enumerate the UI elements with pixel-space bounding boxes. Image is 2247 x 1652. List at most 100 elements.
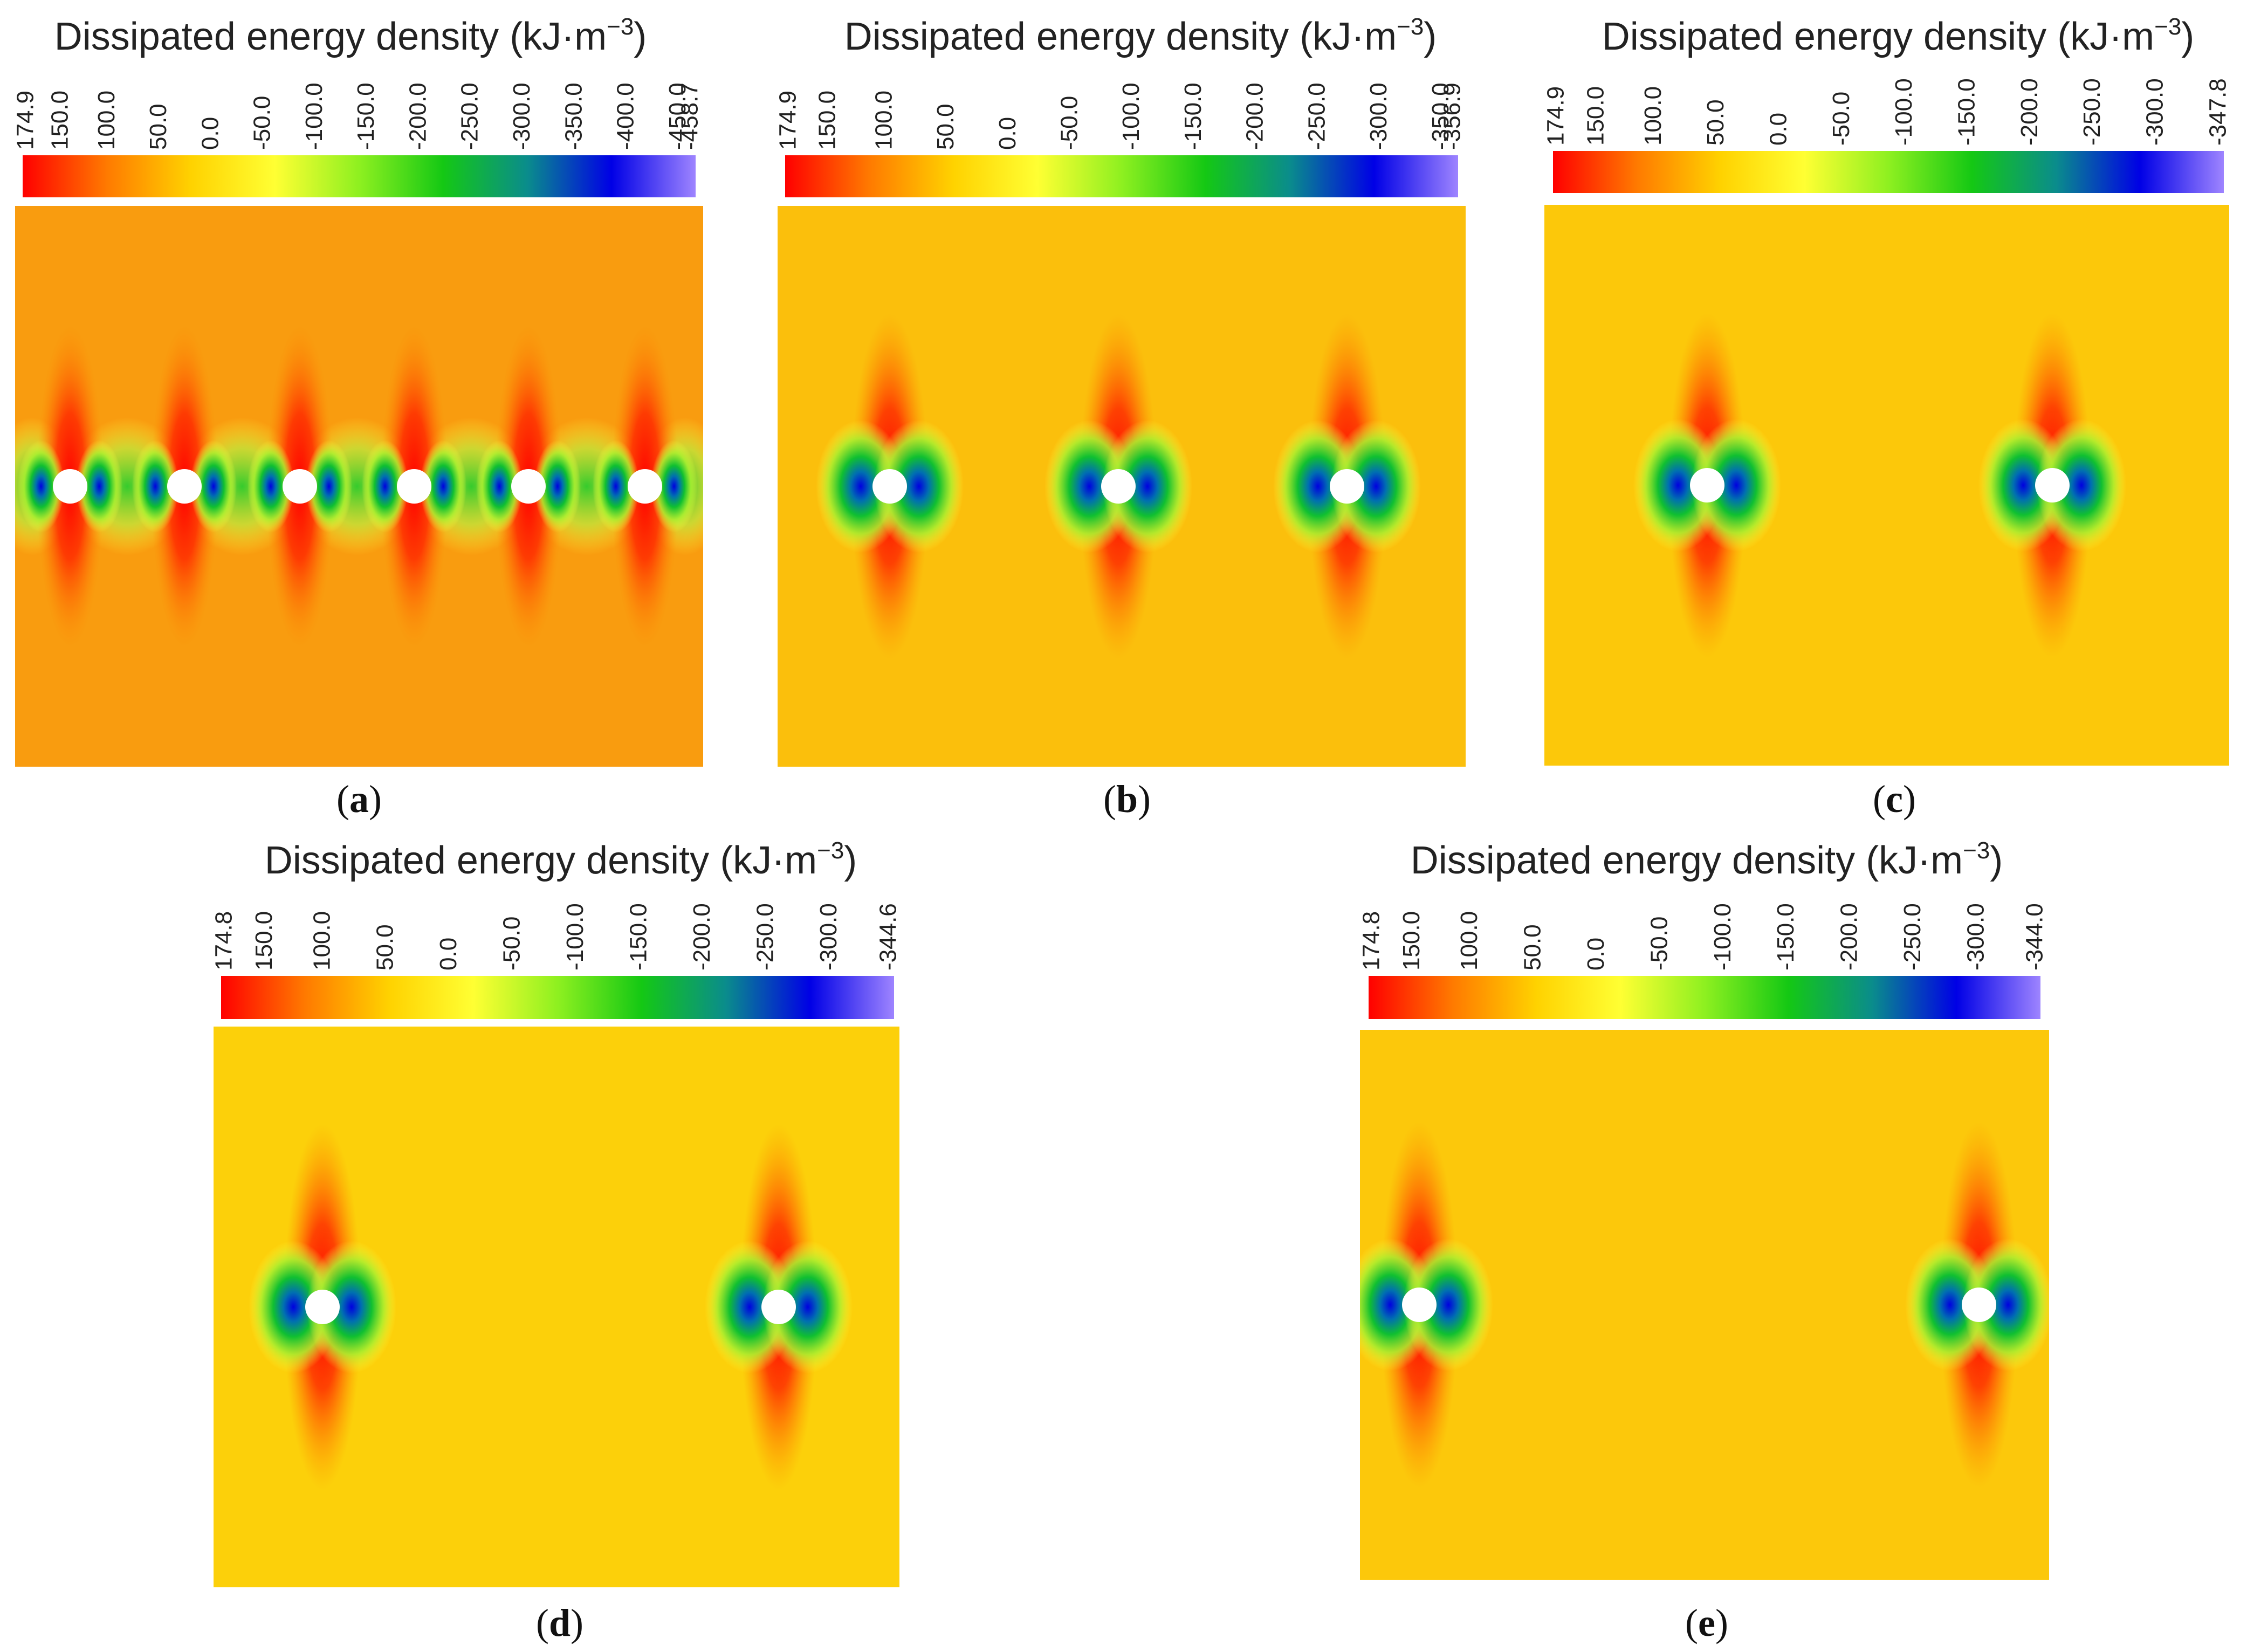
low-energy-lobe — [650, 440, 698, 533]
hole — [628, 469, 662, 504]
low-energy-lobe — [1403, 1238, 1494, 1371]
panel-a-title: Dissipated energy density (kJ·m−3) — [54, 13, 647, 58]
colorbar-tick-label: -344.0 — [2022, 903, 2048, 970]
panel-b: Dissipated energy density (kJ·m−3) 174.9… — [775, 13, 1466, 821]
colorbar-tick-label: -250.0 — [2079, 78, 2105, 146]
colorbar-tick-label: 100.0 — [870, 91, 897, 150]
colorbar-tick-label: -50.0 — [1828, 92, 1854, 146]
panel-b-title: Dissipated energy density (kJ·m−3) — [844, 13, 1437, 58]
panel-a-label: (a) — [336, 777, 382, 821]
colorbar-tick-label: -150.0 — [626, 903, 652, 970]
panel-b-label: (b) — [1103, 777, 1151, 821]
hole — [511, 469, 546, 504]
colorbar-tick-label: -250.0 — [752, 903, 778, 970]
low-energy-lobe — [1963, 1238, 2049, 1371]
colorbar-tick-label: 100.0 — [308, 911, 335, 970]
low-energy-lobe — [190, 440, 237, 533]
colorbar-tick-label: -300.0 — [2141, 78, 2168, 146]
panel-c-label: (c) — [1873, 777, 1916, 821]
hole — [1101, 469, 1136, 504]
panel-e-colorbar-ticks: 174.8 150.0 100.0 50.0 0.0 -50.0 -100.0 -150.0 -… — [1358, 903, 2048, 970]
low-energy-lobe — [305, 440, 353, 533]
hole — [1402, 1288, 1437, 1322]
panel-e-colorbar — [1369, 976, 2040, 1019]
hole — [1690, 468, 1724, 503]
panel-d-colorbar-ticks: 174.8 150.0 100.0 50.0 0.0 -50.0 -100.0 -150.0 -… — [211, 903, 902, 970]
colorbar-tick-label: -150.0 — [1772, 903, 1799, 970]
low-energy-lobe — [476, 440, 523, 533]
panel-b-colorbar — [785, 155, 1458, 197]
colorbar-tick-label: 100.0 — [1640, 86, 1666, 146]
colorbar-tick-label: 174.8 — [211, 911, 237, 970]
panel-a: Dissipated energy density (kJ·m−3) 174.9… — [12, 13, 703, 821]
colorbar-tick-label: 150.0 — [47, 91, 73, 150]
colorbar-tick-label: -100.0 — [562, 903, 588, 970]
colorbar-tick-label: 174.9 — [1543, 86, 1569, 146]
colorbar-tick-label: 100.0 — [1456, 911, 1482, 970]
colorbar-tick-label: -250.0 — [457, 82, 483, 150]
low-energy-lobe — [247, 440, 294, 533]
colorbar-tick-label: -356.9 — [1439, 82, 1466, 150]
colorbar-tick-label: -350.0 — [560, 82, 587, 150]
colorbar-tick-label: -50.0 — [1646, 917, 1672, 970]
colorbar-tick-label: 0.0 — [435, 938, 462, 970]
low-energy-lobe — [132, 440, 179, 533]
panel-a-colorbar — [23, 155, 696, 197]
colorbar-tick-label: -100.0 — [301, 82, 327, 150]
colorbar-tick-label: -50.0 — [1056, 96, 1083, 150]
panel-d-title: Dissipated energy density (kJ·m−3) — [265, 837, 857, 882]
low-energy-lobe — [592, 440, 640, 533]
colorbar-tick-label: -300.0 — [509, 82, 535, 150]
colorbar-tick-label: -300.0 — [815, 903, 842, 970]
hole — [167, 469, 202, 504]
colorbar-tick-label: 150.0 — [1398, 911, 1425, 970]
colorbar-tick-label: -150.0 — [353, 82, 379, 150]
colorbar-tick-label: -344.6 — [875, 903, 902, 970]
colorbar-tick-label: 174.9 — [12, 91, 39, 150]
low-energy-lobe — [2036, 419, 2127, 552]
colorbar-tick-label: 174.9 — [775, 91, 801, 150]
colorbar-tick-label: 50.0 — [145, 104, 171, 150]
panel-c-colorbar — [1553, 151, 2224, 193]
panel-d-holes — [248, 1124, 853, 1490]
colorbar-tick-label: 150.0 — [251, 911, 277, 970]
low-energy-lobe — [75, 440, 123, 533]
colorbar-tick-label: 0.0 — [197, 117, 223, 150]
colorbar-tick-label: -200.0 — [2016, 78, 2043, 146]
hole — [53, 469, 87, 504]
panel-e-title: Dissipated energy density (kJ·m−3) — [1411, 837, 2003, 882]
hole — [1962, 1288, 1996, 1322]
low-energy-lobe — [534, 440, 581, 533]
panel-b-colorbar-ticks: 174.9 150.0 100.0 50.0 0.0 -50.0 -100.0 -150.0 -… — [775, 82, 1466, 150]
colorbar-tick-label: -250.0 — [1899, 903, 1926, 970]
hole — [2035, 468, 2070, 503]
panel-d-colorbar — [221, 976, 894, 1019]
panel-c: Dissipated energy density (kJ·m−3) 174.9… — [1543, 13, 2231, 821]
colorbar-tick-label: 50.0 — [1520, 924, 1546, 970]
colorbar-tick-label: -300.0 — [1962, 903, 1989, 970]
panel-b-holes — [815, 314, 1421, 659]
colorbar-tick-label: -300.0 — [1365, 82, 1392, 150]
colorbar-tick-label: 100.0 — [93, 91, 120, 150]
colorbar-tick-label: 150.0 — [1583, 86, 1609, 146]
colorbar-tick-label: -250.0 — [1303, 82, 1330, 150]
colorbar-tick-label: -50.0 — [499, 917, 525, 970]
panel-a-colorbar-ticks: 174.9 150.0 100.0 50.0 0.0 -50.0 -100.0 -150.0-… — [12, 82, 703, 150]
colorbar-tick-label: -450.0 — [664, 82, 691, 150]
colorbar-tick-label: -400.0 — [613, 82, 639, 150]
hole — [872, 469, 907, 504]
colorbar-tick-label: -200.0 — [1242, 82, 1268, 150]
colorbar-tick-label: -150.0 — [1180, 82, 1206, 150]
hole — [397, 469, 431, 504]
low-energy-lobe — [874, 420, 964, 553]
colorbar-tick-label: -350.0 — [1427, 82, 1454, 150]
colorbar-tick-label: -100.0 — [1709, 903, 1736, 970]
colorbar-tick-label: 0.0 — [994, 117, 1021, 150]
panel-c-colorbar-ticks: 174.9 150.0 100.0 50.0 0.0 -50.0 -100.0 -150.0 -… — [1543, 78, 2231, 146]
colorbar-tick-label: -347.8 — [2205, 78, 2231, 146]
hole — [283, 469, 317, 504]
low-energy-lobe — [1691, 419, 1782, 552]
low-energy-lobe — [17, 440, 65, 533]
low-energy-lobe — [420, 440, 467, 533]
